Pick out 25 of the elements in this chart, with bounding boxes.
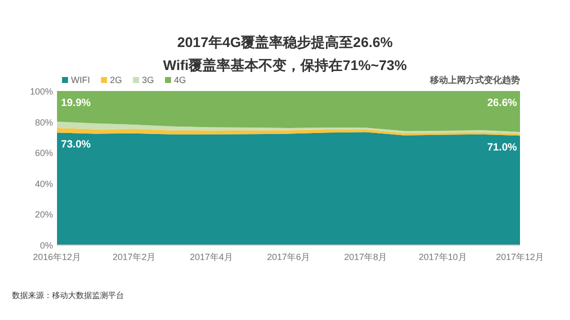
chart-title: 2017年4G覆盖率稳步提高至26.6% — [177, 34, 394, 50]
x-tick-label: 2017年10月 — [418, 252, 467, 262]
x-tick-label: 2016年12月 — [32, 252, 82, 262]
y-tick-label: 40% — [34, 178, 53, 189]
chart-subtitle: Wifi覆盖率基本不变，保持在71%~73% — [163, 57, 408, 73]
data-label: 26.6% — [487, 97, 518, 109]
legend-label: 3G — [142, 75, 154, 85]
legend-label: 4G — [174, 75, 186, 85]
y-tick-label: 80% — [34, 117, 53, 128]
y-tick-label: 100% — [30, 86, 53, 96]
y-tick-label: 60% — [34, 148, 53, 158]
x-tick-label: 2017年2月 — [112, 252, 156, 262]
x-tick-label: 2017年12月 — [496, 252, 544, 262]
x-tick-label: 2017年8月 — [344, 252, 388, 262]
data-label: 71.0% — [487, 142, 518, 154]
data-label: 19.9% — [61, 97, 92, 109]
text: 移动上网方式变化趋势 — [429, 75, 520, 85]
source-note: 数据来源：移动大数据监测平台 — [12, 291, 124, 300]
x-tick-label: 2017年4月 — [190, 252, 233, 262]
y-tick-label: 20% — [34, 210, 53, 220]
x-tick-label: 2017年6月 — [266, 252, 310, 262]
legend-label: 2G — [110, 75, 122, 85]
y-tick-label: 0% — [40, 240, 53, 250]
data-label: 73.0% — [61, 138, 92, 151]
legend-label: WIFI — [71, 75, 90, 85]
